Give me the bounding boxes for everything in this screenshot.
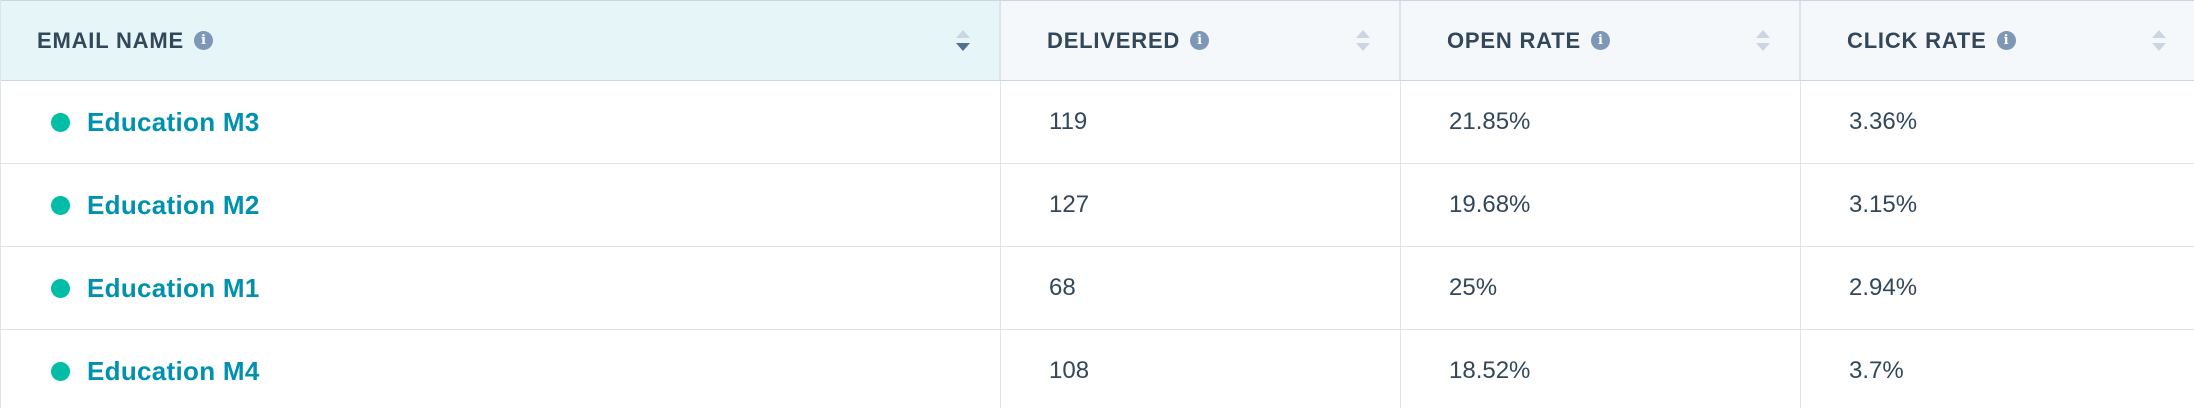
status-dot-icon [51,278,70,298]
open-rate-cell: 19.68% [1401,164,1801,246]
sort-ascending-icon [2152,30,2166,38]
info-icon[interactable]: i [1590,31,1610,50]
delivered-cell: 68 [1001,247,1401,329]
table-row: Education M1 68 25% 2.94% [1,247,2194,330]
table-row: Education M4 108 18.52% 3.7% [1,330,2194,408]
sort-ascending-icon [1356,30,1370,38]
email-name-cell: Education M4 [1,330,1001,408]
column-header-open-rate[interactable]: OPEN RATE i [1401,1,1801,80]
info-icon[interactable]: i [1996,31,2016,50]
sort-icon[interactable] [955,26,971,56]
click-rate-cell: 3.15% [1849,191,1918,218]
delivered-cell: 119 [1001,81,1401,163]
email-name-cell: Education M2 [1,164,1001,246]
email-name-link[interactable]: Education M4 [87,355,260,386]
info-icon[interactable]: i [193,31,213,50]
status-dot-icon [51,195,70,215]
open-rate-cell: 25% [1401,247,1801,329]
column-header-email-name[interactable]: EMAIL NAME i [1,1,1001,80]
open-rate-cell: 18.52% [1401,330,1801,408]
sort-ascending-icon [1756,30,1770,38]
column-header-label: OPEN RATE [1447,27,1581,53]
sort-icon[interactable] [1755,26,1771,56]
sort-descending-icon [1356,43,1370,51]
email-name-link[interactable]: Education M3 [87,106,260,137]
sort-ascending-icon [956,30,970,38]
table-row: Education M3 119 21.85% 3.36% [1,81,2194,164]
sort-descending-icon [956,43,970,51]
email-name-cell: Education M3 [1,81,1001,163]
click-rate-cell: 3.7% [1849,357,1904,384]
sort-descending-icon [2152,43,2166,51]
click-rate-cell: 3.36% [1849,108,1918,135]
table-header-row: EMAIL NAME i DELIVERED i OPEN RATE i C [1,0,2194,81]
status-dot-icon [51,112,70,132]
email-name-link[interactable]: Education M1 [87,272,260,303]
column-header-label: CLICK RATE [1847,27,1987,53]
email-name-cell: Education M1 [1,247,1001,329]
sort-descending-icon [1756,43,1770,51]
info-icon[interactable]: i [1190,31,1210,50]
status-dot-icon [51,361,70,381]
open-rate-cell: 21.85% [1401,81,1801,163]
delivered-cell: 108 [1001,330,1401,408]
column-header-delivered[interactable]: DELIVERED i [1001,1,1401,80]
sort-icon[interactable] [1355,26,1371,56]
table-row: Education M2 127 19.68% 3.15% [1,164,2194,247]
sort-icon[interactable] [2151,26,2167,56]
email-name-link[interactable]: Education M2 [87,189,260,220]
delivered-cell: 127 [1001,164,1401,246]
column-header-click-rate[interactable]: CLICK RATE i [1801,1,2194,80]
column-header-label: DELIVERED [1047,27,1181,53]
click-rate-cell: 2.94% [1849,274,1918,301]
column-header-label: EMAIL NAME [37,27,184,53]
